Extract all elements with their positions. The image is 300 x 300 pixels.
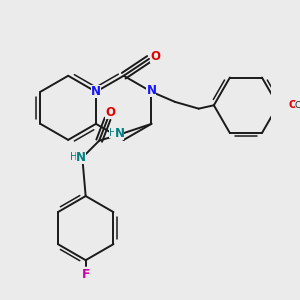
- Text: O: O: [288, 100, 297, 110]
- Text: CH₃: CH₃: [295, 101, 300, 110]
- Text: N: N: [114, 128, 124, 140]
- Text: O: O: [105, 106, 115, 119]
- Text: H: H: [70, 152, 77, 162]
- Text: N: N: [76, 151, 85, 164]
- Text: N: N: [91, 85, 101, 98]
- Text: H: H: [109, 128, 116, 138]
- Text: N: N: [146, 84, 157, 97]
- Text: O: O: [150, 50, 160, 63]
- Text: F: F: [81, 268, 90, 281]
